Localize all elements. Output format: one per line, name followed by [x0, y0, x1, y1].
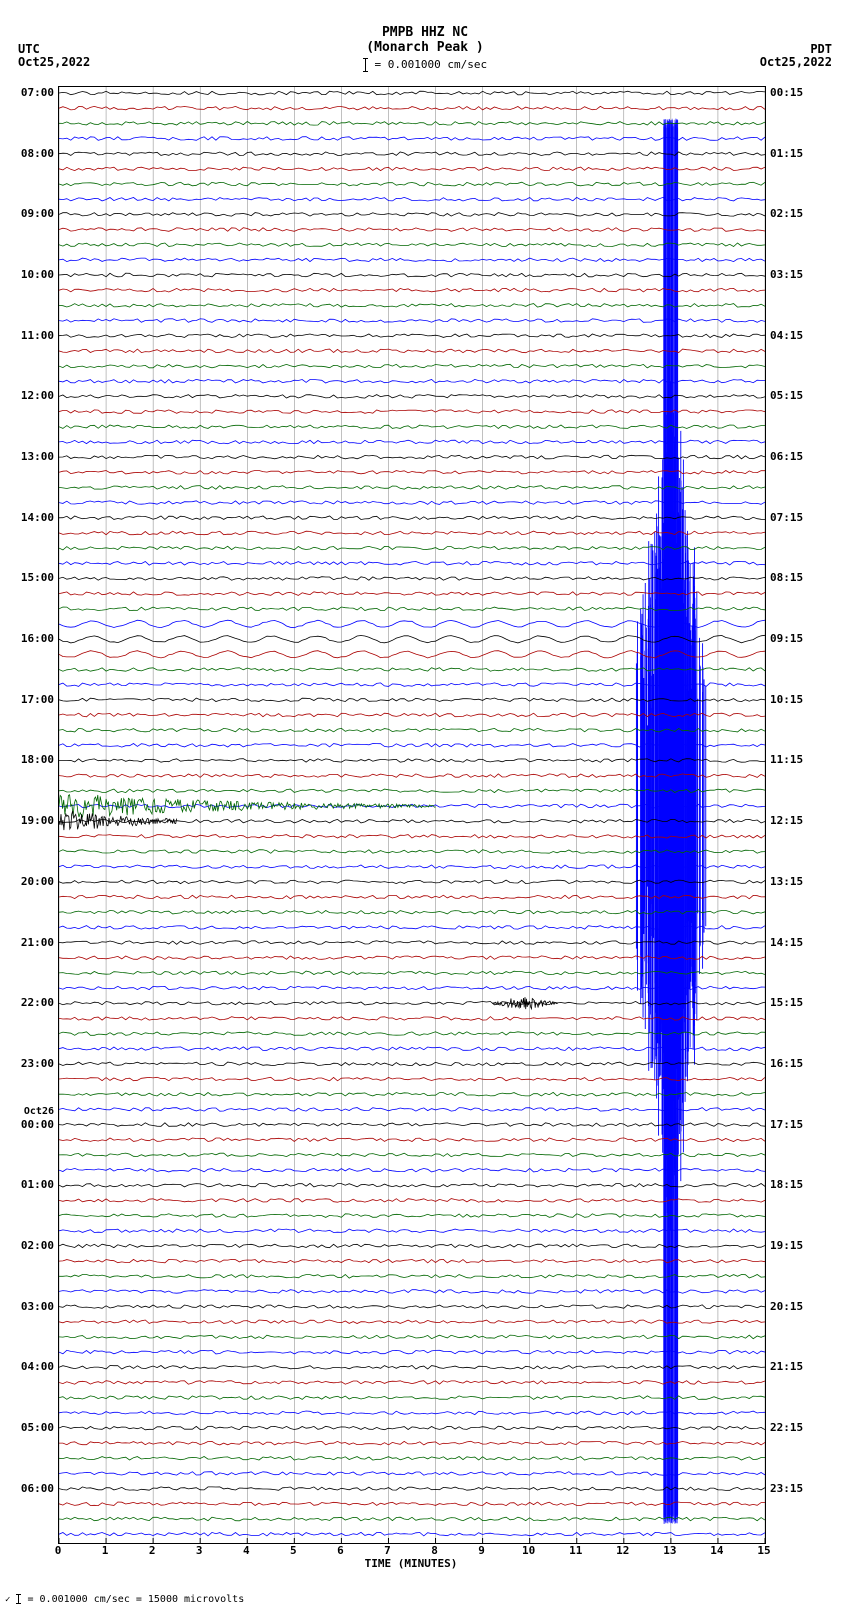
utc-time-label: 23:00	[4, 1057, 54, 1070]
utc-time-label: 08:00	[4, 147, 54, 160]
utc-time-label: 06:00	[4, 1482, 54, 1495]
utc-time-label: 00:00	[4, 1118, 54, 1131]
pdt-time-label: 07:15	[770, 511, 803, 524]
pdt-time-label: 03:15	[770, 268, 803, 281]
utc-time-label: 18:00	[4, 753, 54, 766]
pdt-time-label: 16:15	[770, 1057, 803, 1070]
utc-time-label: 19:00	[4, 814, 54, 827]
utc-time-label: 15:00	[4, 571, 54, 584]
pdt-time-label: 17:15	[770, 1118, 803, 1131]
station-code: PMPB HHZ NC	[0, 25, 850, 40]
timezone-left: UTC	[18, 42, 40, 56]
pdt-time-label: 05:15	[770, 389, 803, 402]
utc-time-label: 17:00	[4, 693, 54, 706]
pdt-time-label: 09:15	[770, 632, 803, 645]
pdt-time-label: 02:15	[770, 207, 803, 220]
pdt-time-label: 13:15	[770, 875, 803, 888]
seismogram-svg	[59, 87, 765, 1543]
date-break-label: Oct26	[4, 1106, 54, 1117]
utc-time-label: 09:00	[4, 207, 54, 220]
utc-time-label: 21:00	[4, 936, 54, 949]
utc-time-label: 10:00	[4, 268, 54, 281]
scale-text: = 0.001000 cm/sec	[375, 58, 488, 71]
date-right: Oct25,2022	[760, 55, 832, 69]
pdt-time-label: 11:15	[770, 753, 803, 766]
pdt-time-label: 18:15	[770, 1178, 803, 1191]
pdt-time-label: 23:15	[770, 1482, 803, 1495]
x-axis-label: TIME (MINUTES)	[365, 1557, 458, 1570]
pdt-time-label: 01:15	[770, 147, 803, 160]
pdt-time-label: 14:15	[770, 936, 803, 949]
pdt-time-label: 00:15	[770, 86, 803, 99]
x-tick-label: 3	[196, 1544, 203, 1557]
station-name: (Monarch Peak )	[0, 40, 850, 55]
x-tick-label: 5	[290, 1544, 297, 1557]
plot-area	[58, 86, 766, 1544]
pdt-time-label: 21:15	[770, 1360, 803, 1373]
utc-time-label: 13:00	[4, 450, 54, 463]
x-tick-label: 14	[710, 1544, 723, 1557]
utc-time-label: 07:00	[4, 86, 54, 99]
pdt-time-label: 06:15	[770, 450, 803, 463]
x-tick-label: 13	[663, 1544, 676, 1557]
x-tick-label: 9	[478, 1544, 485, 1557]
utc-time-label: 22:00	[4, 996, 54, 1009]
pdt-time-label: 20:15	[770, 1300, 803, 1313]
footer-text: = 0.001000 cm/sec = 15000 microvolts	[27, 1594, 244, 1605]
pdt-time-label: 22:15	[770, 1421, 803, 1434]
utc-time-label: 04:00	[4, 1360, 54, 1373]
utc-time-label: 20:00	[4, 875, 54, 888]
x-tick-label: 1	[102, 1544, 109, 1557]
date-left: Oct25,2022	[18, 55, 90, 69]
x-tick-label: 12	[616, 1544, 629, 1557]
x-tick-label: 8	[431, 1544, 438, 1557]
utc-time-label: 01:00	[4, 1178, 54, 1191]
footer-scale: ✓ = 0.001000 cm/sec = 15000 microvolts	[5, 1594, 244, 1605]
utc-time-label: 16:00	[4, 632, 54, 645]
timezone-right: PDT	[810, 42, 832, 56]
x-tick-label: 7	[384, 1544, 391, 1557]
utc-time-label: 03:00	[4, 1300, 54, 1313]
x-tick-label: 10	[522, 1544, 535, 1557]
pdt-time-label: 12:15	[770, 814, 803, 827]
utc-time-label: 14:00	[4, 511, 54, 524]
utc-time-label: 05:00	[4, 1421, 54, 1434]
pdt-time-label: 19:15	[770, 1239, 803, 1252]
x-tick-label: 2	[149, 1544, 156, 1557]
x-tick-label: 6	[337, 1544, 344, 1557]
x-tick-label: 11	[569, 1544, 582, 1557]
x-tick-label: 0	[55, 1544, 62, 1557]
pdt-time-label: 04:15	[770, 329, 803, 342]
utc-time-label: 12:00	[4, 389, 54, 402]
utc-time-label: 11:00	[4, 329, 54, 342]
utc-time-label: 02:00	[4, 1239, 54, 1252]
scale-indicator: = 0.001000 cm/sec	[0, 58, 850, 72]
pdt-time-label: 08:15	[770, 571, 803, 584]
x-tick-label: 4	[243, 1544, 250, 1557]
pdt-time-label: 15:15	[770, 996, 803, 1009]
seismogram-container: PMPB HHZ NC (Monarch Peak ) = 0.001000 c…	[0, 0, 850, 1613]
pdt-time-label: 10:15	[770, 693, 803, 706]
x-tick-label: 15	[757, 1544, 770, 1557]
